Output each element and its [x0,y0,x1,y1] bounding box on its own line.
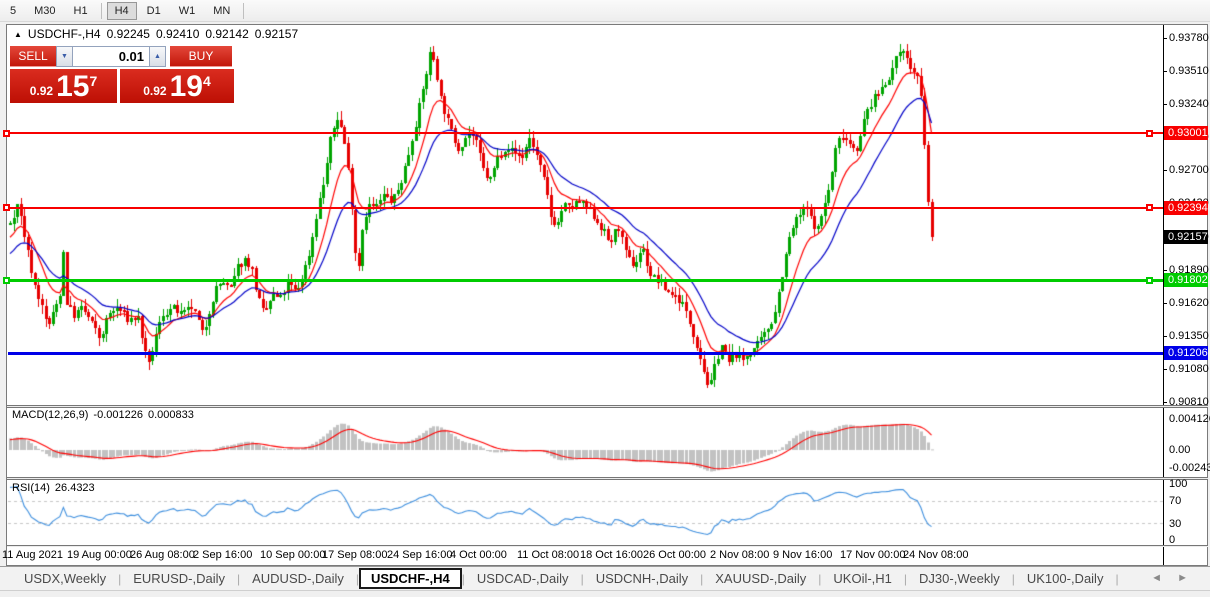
price-axis-border [1163,25,1164,565]
time-axis-label: 11 Aug 2021 [2,549,63,561]
time-axis-divider [7,545,1208,547]
buy-button[interactable]: BUY [170,46,232,67]
buy-price-box[interactable]: 0.92 19 4 [120,69,234,103]
rsi-label-row: RSI(14) 26.4323 [12,482,100,494]
price-tag-0.93001: 0.93001 [1164,126,1208,140]
rsi-label: RSI(14) [12,482,50,494]
price-axis-tick: 0.93780 [1163,32,1210,44]
buy-price-big: 19 [169,70,203,103]
horizontal-line-0.92394[interactable] [8,207,1163,209]
macd-axis-label: 0.004126 [1169,413,1210,425]
price-axis-tick: 0.92700 [1163,164,1210,176]
horizontal-line-0.91206[interactable] [8,352,1163,355]
time-axis-label: 17 Sep 08:00 [322,549,388,561]
volume-increase-button[interactable]: ▲ [149,46,166,67]
rsi-value: 26.4323 [54,482,95,494]
time-axis-label: 10 Sep 00:00 [260,549,326,561]
macd-value: -0.001226 [93,409,143,421]
price-tag-0.91206: 0.91206 [1164,346,1208,360]
price-axis-tick: 0.91350 [1163,330,1210,342]
rsi-axis-label: 0 [1169,534,1176,546]
time-axis-label: 24 Sep 16:00 [387,549,453,561]
macd-label: MACD(12,26,9) [12,409,89,421]
time-axis-label: 9 Nov 16:00 [773,549,833,561]
price-axis-tick: 0.91890 [1163,264,1210,276]
time-axis-label: 2 Sep 16:00 [193,549,253,561]
line-handle[interactable] [1146,130,1153,137]
price-tag-bid: 0.92157 [1164,230,1208,244]
macd-panel-divider[interactable] [7,405,1208,408]
price-axis-tick: 0.91620 [1163,297,1210,309]
horizontal-line-0.93001[interactable] [8,132,1163,134]
one-click-collapse-icon[interactable]: ▲ [14,30,22,39]
rsi-axis-label: 70 [1169,495,1182,507]
rsi-axis-label: 100 [1169,478,1188,490]
sell-price-prefix: 0.92 [29,84,54,98]
price-tag-0.92394: 0.92394 [1164,201,1208,215]
macd-axis-label: 0.00 [1169,444,1191,456]
price-axis-tick: 0.90810 [1163,396,1210,408]
ohlc-low: 0.92142 [205,27,249,41]
buy-price-prefix: 0.92 [143,84,167,98]
line-handle[interactable] [1146,277,1153,284]
line-handle[interactable] [1146,204,1153,211]
price-axis-tick: 0.93240 [1163,98,1210,110]
time-axis-label: 17 Nov 00:00 [840,549,906,561]
sell-price-big: 15 [56,70,90,103]
macd-axis-label: -0.002436 [1169,462,1210,474]
line-handle[interactable] [3,277,10,284]
time-axis-label: 2 Nov 08:00 [710,549,770,561]
time-axis-label: 26 Aug 08:00 [130,549,195,561]
chart-symbol-label: USDCHF-,H4 [27,27,101,41]
chart-title: ▲ USDCHF-,H4 0.92245 0.92410 0.92142 0.92157 [14,27,298,41]
price-axis-tick: 0.93510 [1163,65,1210,77]
sell-price-sup: 7 [89,73,98,89]
buy-price-sup: 4 [202,73,211,89]
ohlc-close: 0.92157 [254,27,299,41]
ohlc-high: 0.92410 [155,27,200,41]
macd-label-row: MACD(12,26,9) -0.001226 0.000833 [12,409,199,421]
horizontal-line-0.91802[interactable] [8,279,1163,282]
price-axis-tick: 0.91080 [1163,363,1210,375]
macd-signal-value: 0.000833 [147,409,194,421]
line-handle[interactable] [3,204,10,211]
volume-input[interactable] [73,46,149,67]
time-axis-label: 26 Oct 00:00 [643,549,706,561]
sell-button[interactable]: SELL [10,46,56,67]
rsi-panel-divider[interactable] [7,477,1208,480]
time-axis-label: 11 Oct 08:00 [517,549,580,561]
sell-price-box[interactable]: 0.92 15 7 [10,69,117,103]
time-axis-label: 24 Nov 08:00 [903,549,969,561]
volume-decrease-button[interactable]: ▼ [56,46,73,67]
time-axis-label: 18 Oct 16:00 [580,549,643,561]
line-handle[interactable] [3,130,10,137]
time-axis-label: 19 Aug 00:00 [67,549,132,561]
price-tag-0.91802: 0.91802 [1164,273,1208,287]
time-axis-label: 4 Oct 00:00 [450,549,507,561]
ohlc-open: 0.92245 [106,27,150,41]
rsi-axis-label: 30 [1169,518,1182,530]
